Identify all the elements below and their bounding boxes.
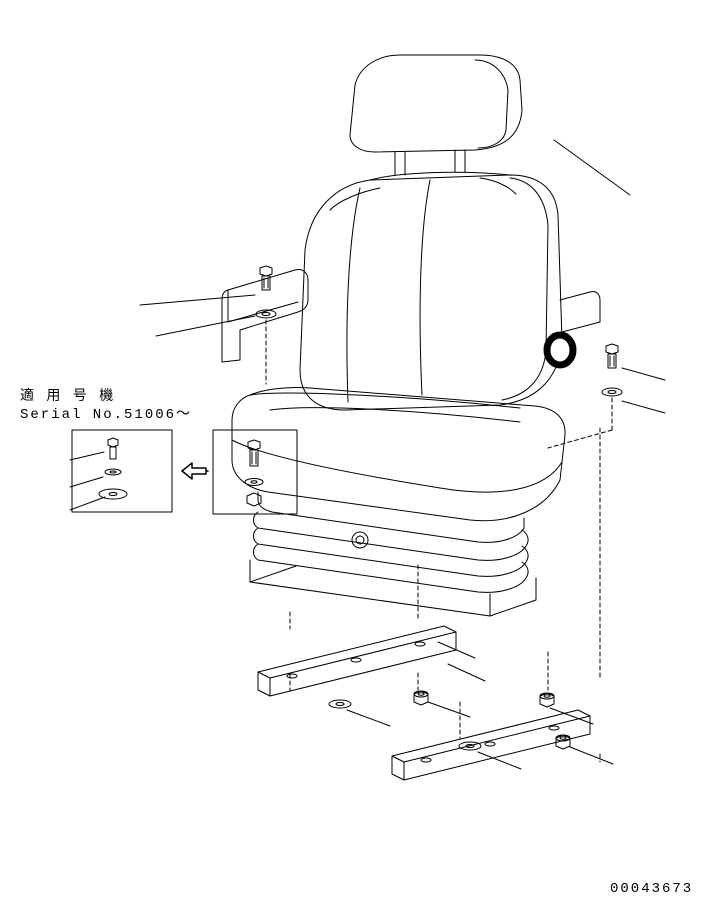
inset-bolt	[108, 438, 118, 459]
nut-rail-2	[540, 693, 554, 707]
leader-line	[622, 368, 665, 380]
washer-top-right	[602, 388, 622, 396]
bolt-top-right	[606, 344, 618, 368]
backrest-outline	[300, 175, 562, 410]
leader-line	[554, 140, 630, 195]
leader-line	[550, 708, 593, 724]
washer-rail-1	[329, 700, 351, 708]
detail-source-box	[213, 430, 297, 514]
inset-washer-small	[105, 469, 121, 475]
leader-line	[570, 747, 613, 764]
mount-rail-front	[392, 710, 590, 780]
serial-label-line2: Serial No.51006～	[20, 407, 192, 423]
inset-box	[72, 430, 172, 512]
mount-rail-rear	[258, 626, 456, 696]
leader-line	[70, 497, 105, 510]
suspension-bellows	[250, 492, 536, 616]
suspension-knob	[352, 532, 368, 548]
bolt-top-left	[260, 266, 272, 290]
nut-rail-1	[414, 691, 428, 705]
leader-line	[622, 401, 665, 413]
leader-line	[70, 452, 104, 460]
armrest-right	[560, 291, 600, 332]
leader-line	[448, 664, 485, 681]
leader-line	[428, 702, 470, 717]
serial-label-line1: 適 用 号 機	[20, 387, 115, 405]
inset-arrow	[182, 463, 208, 479]
leader-line	[70, 477, 103, 487]
leader-line	[140, 295, 255, 305]
part-number: 00043673	[610, 881, 693, 897]
leader-line	[347, 710, 390, 726]
detail-bolt	[245, 440, 263, 506]
seat-diagram: 適 用 号 機 Serial No.51006～ 00043673	[0, 0, 723, 899]
headrest-outline	[350, 55, 522, 152]
